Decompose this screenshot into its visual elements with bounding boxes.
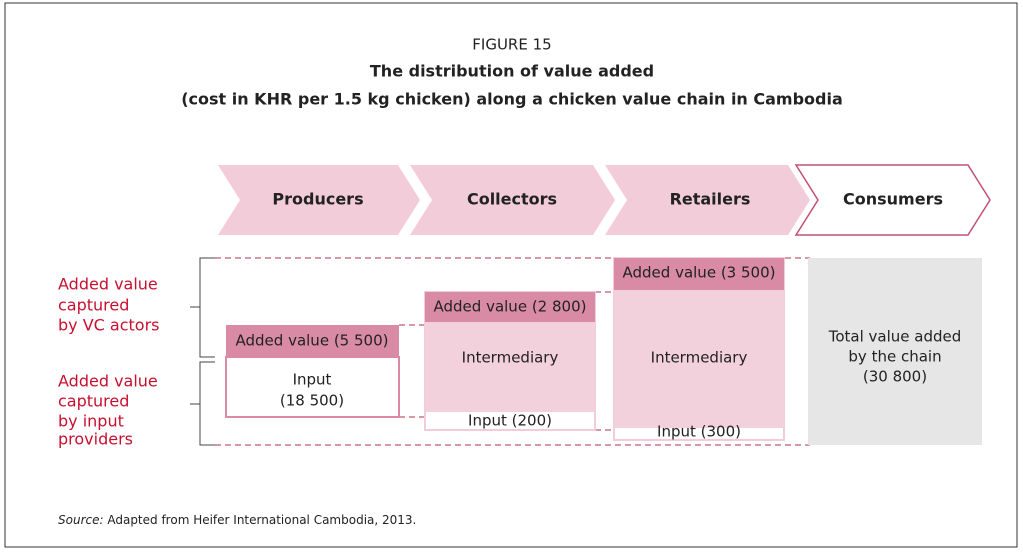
chevron (605, 165, 810, 235)
source-label: Source: (58, 513, 104, 527)
side-label: captured (58, 392, 129, 411)
added-value-box (425, 292, 595, 322)
chevrons (218, 164, 991, 236)
stage-label: Producers (272, 190, 363, 209)
title: (cost in KHR per 1.5 kg chicken) along a… (181, 90, 843, 109)
total-label: Total value added (828, 328, 962, 346)
stage-label: Consumers (843, 190, 943, 209)
box-label: Added value (2 800) (434, 298, 587, 316)
chevron (794, 164, 991, 236)
side-label: captured (58, 296, 129, 315)
intermediary-box (614, 290, 784, 428)
side-label: providers (58, 430, 133, 449)
brackets (190, 257, 215, 446)
total-label: by the chain (848, 348, 941, 366)
chevron (410, 165, 615, 235)
box-label: Added value (3 500) (623, 264, 776, 282)
box-label: Input (200) (468, 412, 552, 430)
box-label: Intermediary (651, 349, 748, 367)
input-box (225, 356, 400, 418)
total-label: (30 800) (863, 368, 927, 386)
box-label: Input (293, 371, 332, 389)
intermediary-box (425, 322, 595, 412)
stage-label: Collectors (467, 190, 557, 209)
box-label: (18 500) (280, 392, 344, 410)
source: Source: Adapted from Heifer Internationa… (58, 513, 416, 527)
total-box (808, 258, 982, 445)
box-label: Added value (5 500) (236, 332, 389, 350)
side-label: by VC actors (58, 316, 160, 335)
side-label: Added value (58, 372, 158, 391)
source-text: Adapted from Heifer International Cambod… (104, 513, 417, 527)
box-label: Intermediary (462, 349, 559, 367)
title: The distribution of value added (370, 62, 654, 81)
box-label: Input (300) (657, 423, 741, 441)
side-label: by input (58, 412, 124, 431)
added-value-box (226, 325, 399, 357)
side-label: Added value (58, 275, 158, 294)
figure-label: FIGURE 15 (472, 36, 551, 54)
added-value-box (614, 258, 784, 290)
stage-label: Retailers (670, 190, 751, 209)
chevron (218, 165, 420, 235)
